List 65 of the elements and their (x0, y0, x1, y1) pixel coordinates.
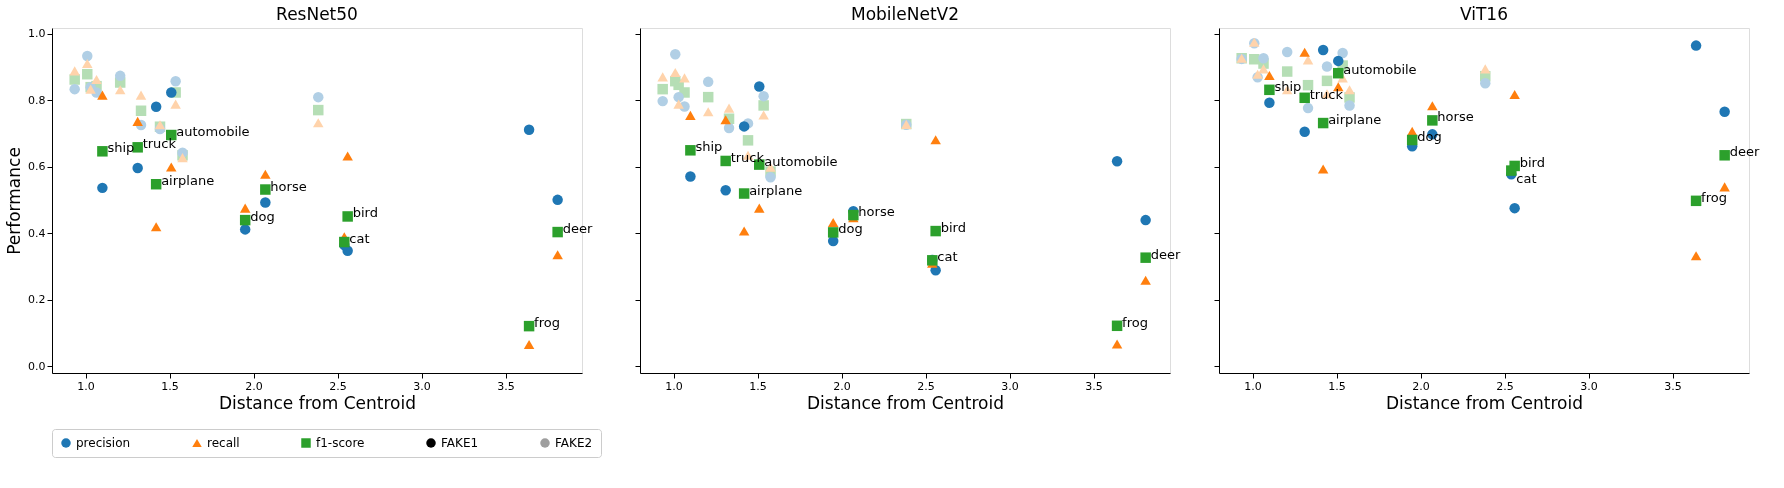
x-tick-label: 2.5 (1496, 379, 1514, 393)
annotation: cat (349, 231, 370, 247)
y-tick-label: 0.2 (28, 293, 46, 307)
annotation: deer (1150, 246, 1181, 262)
x-axis-title: Distance from Centroid (218, 392, 417, 413)
annotation: airplane (1328, 112, 1382, 128)
chart-title: MobileNetV2 (850, 4, 960, 24)
annotation: ship (1274, 78, 1302, 94)
annotation: frog (534, 315, 560, 331)
x-tick-label: 2.5 (917, 379, 935, 393)
legend-label: precision (76, 436, 131, 450)
y-tick-label: 0.4 (28, 226, 46, 240)
x-axis-title: Distance from Centroid (1385, 392, 1584, 413)
annotation: truck (142, 136, 177, 152)
annotation: airplane (161, 173, 215, 189)
x-tick-label: 2.5 (329, 379, 347, 393)
y-tick-label: 0.0 (28, 359, 46, 373)
x-tick-label: 3.5 (497, 379, 515, 393)
x-tick-label: 3.5 (1664, 379, 1682, 393)
legend-label: FAKE2 (555, 436, 593, 450)
annotation: dog (1417, 129, 1442, 145)
annotation: horse (1437, 109, 1474, 125)
x-tick-label: 2.0 (245, 379, 263, 393)
x-tick-label: 1.0 (1244, 379, 1262, 393)
x-tick-label: 2.0 (1412, 379, 1430, 393)
annotation: frog (1122, 314, 1148, 330)
x-tick-label: 3.5 (1085, 379, 1103, 393)
annotation: airplane (749, 182, 803, 198)
x-tick-label: 3.0 (1580, 379, 1598, 393)
x-tick-label: 1.5 (1328, 379, 1346, 393)
annotation: truck (730, 149, 765, 165)
annotation: bird (352, 205, 378, 221)
annotation: deer (562, 221, 593, 237)
annotation: cat (1516, 170, 1537, 186)
annotation: bird (1519, 154, 1545, 170)
legend-label: f1-score (316, 436, 365, 450)
annotation: dog (250, 209, 275, 225)
annotation: automobile (1343, 62, 1417, 78)
x-tick-label: 2.0 (833, 379, 851, 393)
y-tick-label: 0.8 (28, 93, 46, 107)
annotation: horse (858, 204, 895, 220)
x-tick-label: 3.0 (413, 379, 431, 393)
x-tick-label: 1.5 (749, 379, 767, 393)
annotation: horse (270, 178, 307, 194)
y-axis-title: Performance (4, 147, 25, 255)
chart-title: ResNet50 (276, 3, 358, 24)
annotation: truck (1309, 86, 1344, 102)
legend-label: recall (207, 436, 240, 450)
x-tick-label: 3.0 (1001, 379, 1019, 393)
y-tick-label: 0.6 (28, 160, 46, 174)
chart-title: ViT16 (1460, 4, 1508, 24)
x-tick-label: 1.5 (161, 379, 179, 393)
annotation: bird (940, 220, 966, 236)
y-tick-label: 1.0 (28, 27, 46, 41)
x-axis-title: Distance from Centroid (806, 392, 1005, 413)
annotation: frog (1701, 189, 1727, 205)
annotation: automobile (176, 124, 250, 140)
annotation: deer (1729, 144, 1760, 160)
annotation: automobile (764, 153, 838, 169)
annotation: dog (838, 221, 863, 237)
legend-label: FAKE1 (441, 436, 479, 450)
x-tick-label: 1.0 (77, 379, 95, 393)
annotation: ship (695, 139, 723, 155)
x-tick-label: 1.0 (665, 379, 683, 393)
annotation: cat (937, 249, 958, 265)
